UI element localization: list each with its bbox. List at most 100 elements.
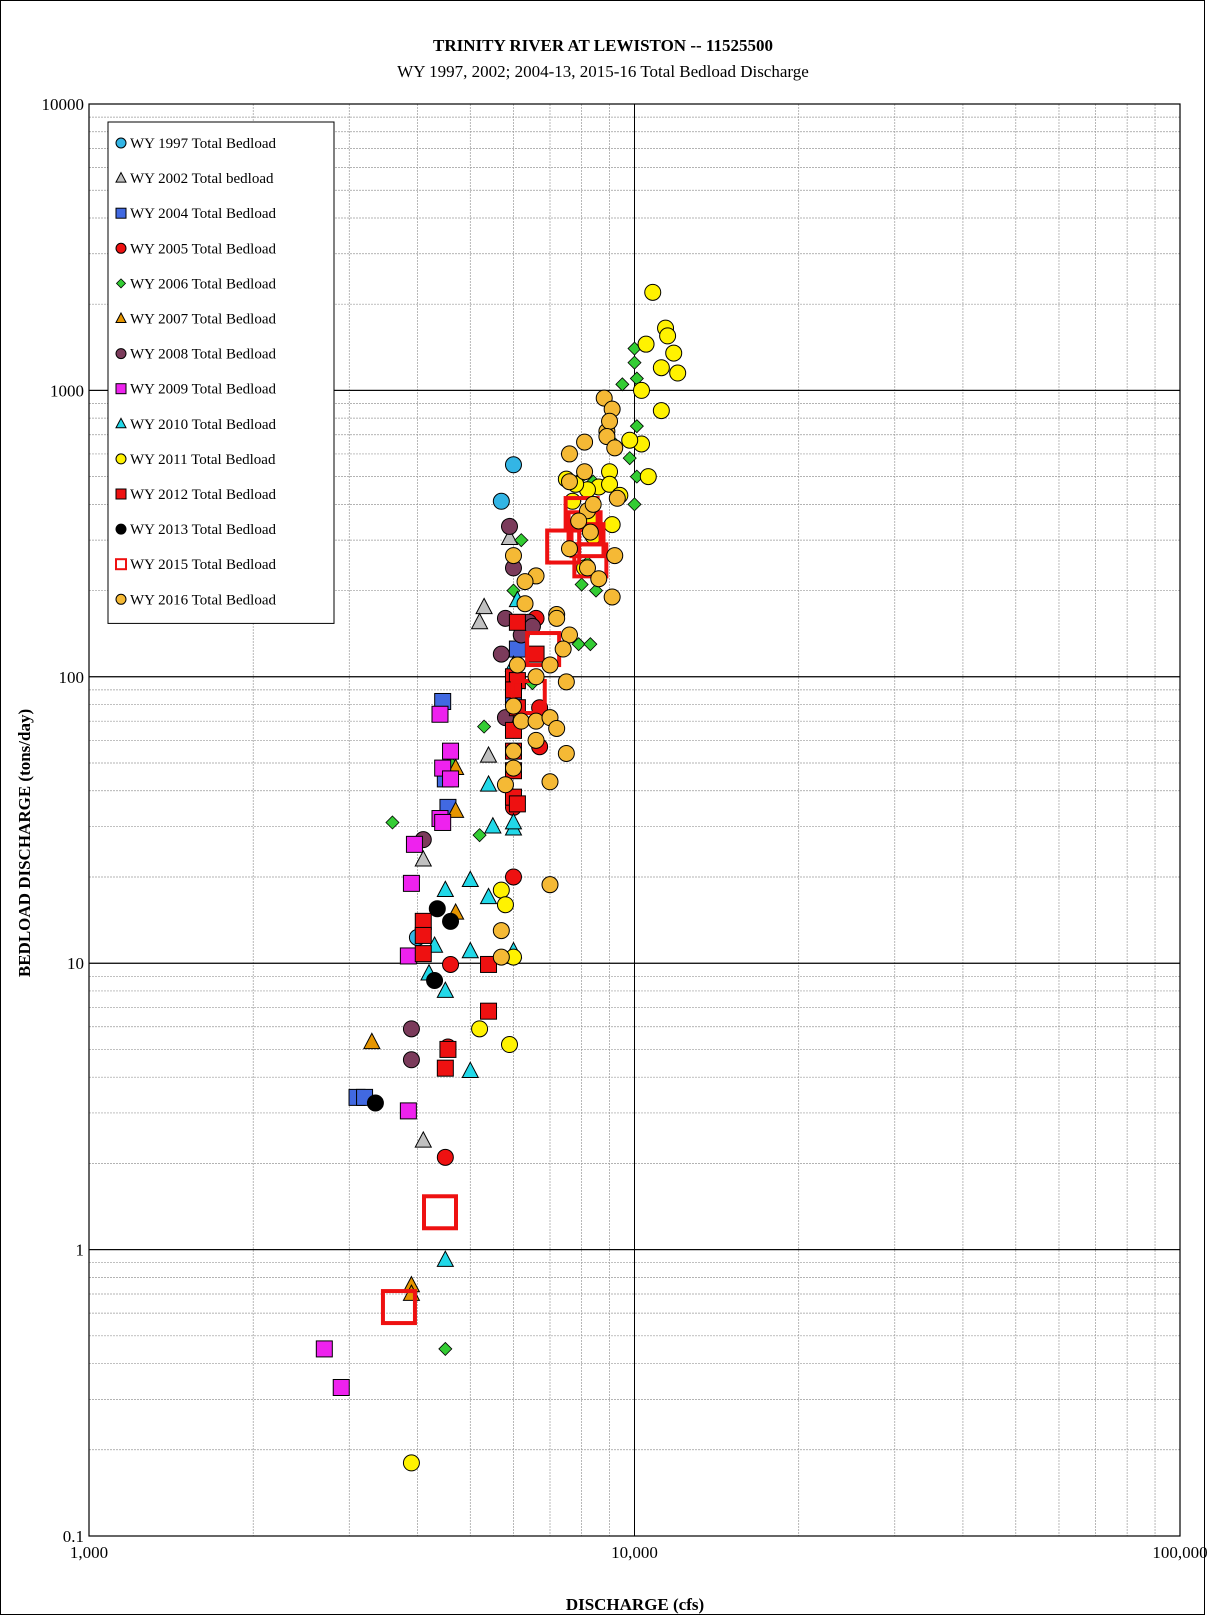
data-point	[446, 801, 465, 818]
legend-marker	[115, 311, 127, 323]
data-point	[436, 1250, 455, 1267]
data-point	[504, 742, 522, 760]
data-point	[508, 613, 526, 631]
data-point	[496, 896, 514, 914]
legend-marker	[115, 593, 127, 605]
x-tick-label: 100,000	[1152, 1543, 1207, 1562]
data-point	[428, 900, 446, 918]
data-point	[492, 645, 510, 663]
data-point	[442, 955, 460, 973]
data-point	[442, 770, 460, 788]
data-point	[590, 570, 608, 588]
data-point	[434, 813, 452, 831]
data-point	[560, 473, 578, 491]
data-points	[315, 283, 687, 1472]
data-point	[629, 419, 644, 434]
data-point	[627, 497, 642, 512]
data-point	[621, 431, 639, 449]
data-point	[665, 344, 683, 362]
series-13	[380, 496, 609, 1326]
data-point	[584, 495, 602, 513]
legend-entry-label: WY 2016 Total Bedload	[130, 592, 277, 608]
data-point	[504, 812, 523, 830]
legend-entry-label: WY 2004 Total Bedload	[130, 206, 277, 222]
data-point	[581, 523, 599, 541]
data-point	[560, 445, 578, 463]
x-axis-label: DISCHARGE (cfs)	[566, 1595, 704, 1614]
legend-marker	[115, 417, 127, 429]
data-point	[541, 656, 559, 674]
data-point	[422, 1194, 459, 1231]
data-point	[601, 412, 619, 430]
data-point	[366, 1094, 384, 1112]
legend-entry-label: WY 2011 Total Bedload	[130, 452, 276, 468]
data-point	[436, 981, 455, 998]
series-2	[414, 528, 519, 1148]
data-point	[606, 547, 624, 565]
legend-entry-label: WY 2010 Total Bedload	[130, 417, 277, 433]
data-point	[627, 355, 642, 370]
data-point	[492, 881, 510, 899]
y-tick-label: 10	[67, 954, 84, 973]
y-tick-label: 10000	[42, 95, 85, 114]
data-point	[431, 705, 449, 723]
data-point	[315, 1340, 333, 1358]
data-point	[639, 468, 657, 486]
data-point	[385, 815, 400, 830]
data-point	[426, 972, 444, 990]
series-8	[315, 705, 460, 1396]
data-point	[500, 517, 518, 535]
data-point	[516, 595, 534, 613]
data-point	[436, 880, 455, 897]
data-point	[402, 874, 420, 892]
plot-area-border	[88, 103, 1181, 1537]
legend-marker	[115, 558, 127, 571]
data-point	[603, 588, 621, 606]
data-point	[480, 1002, 498, 1020]
data-point	[576, 433, 594, 451]
series-9	[420, 590, 527, 1267]
legend-marker	[115, 348, 127, 360]
data-point	[545, 528, 582, 565]
data-point	[414, 926, 432, 944]
y-tick-label: 1	[76, 1241, 85, 1260]
data-point	[588, 583, 604, 598]
series-11	[414, 613, 545, 1077]
y-tick-label: 0.1	[63, 1527, 84, 1546]
y-axis-ticks: 0.1 1 10 100 1000 10000	[42, 95, 85, 1546]
data-point	[479, 745, 498, 763]
data-point	[504, 868, 522, 886]
data-point	[508, 640, 526, 658]
data-point	[436, 1059, 454, 1077]
x-tick-label: 10,000	[611, 1543, 658, 1562]
data-point	[504, 759, 522, 777]
data-point	[363, 1032, 381, 1050]
data-point	[402, 1454, 420, 1472]
data-point	[570, 512, 588, 530]
data-point	[470, 612, 489, 630]
legend-marker	[115, 453, 127, 465]
data-point	[541, 876, 559, 894]
data-point	[512, 712, 530, 730]
data-point	[508, 795, 526, 813]
data-point	[659, 327, 677, 345]
y-tick-label: 1000	[50, 381, 84, 400]
legend-entry-label: WY 2015 Total Bedload	[130, 557, 277, 573]
chart-subtitle: WY 1997, 2002; 2004-13, 2015-16 Total Be…	[397, 62, 809, 81]
data-point	[402, 1020, 420, 1038]
data-point	[436, 1148, 454, 1166]
data-point	[504, 697, 522, 715]
data-point	[442, 912, 460, 930]
legend-entry-label: WY 2009 Total Bedload	[130, 382, 277, 398]
data-point	[527, 645, 545, 663]
data-point	[527, 712, 545, 730]
series-12	[366, 900, 460, 1112]
data-point	[637, 335, 655, 353]
data-point	[496, 776, 514, 794]
legend-entry-label: WY 2006 Total Bedload	[130, 276, 277, 292]
data-point	[548, 719, 566, 737]
legend-entry-label: WY 2005 Total Bedload	[130, 241, 277, 257]
legend-marker	[115, 207, 127, 219]
